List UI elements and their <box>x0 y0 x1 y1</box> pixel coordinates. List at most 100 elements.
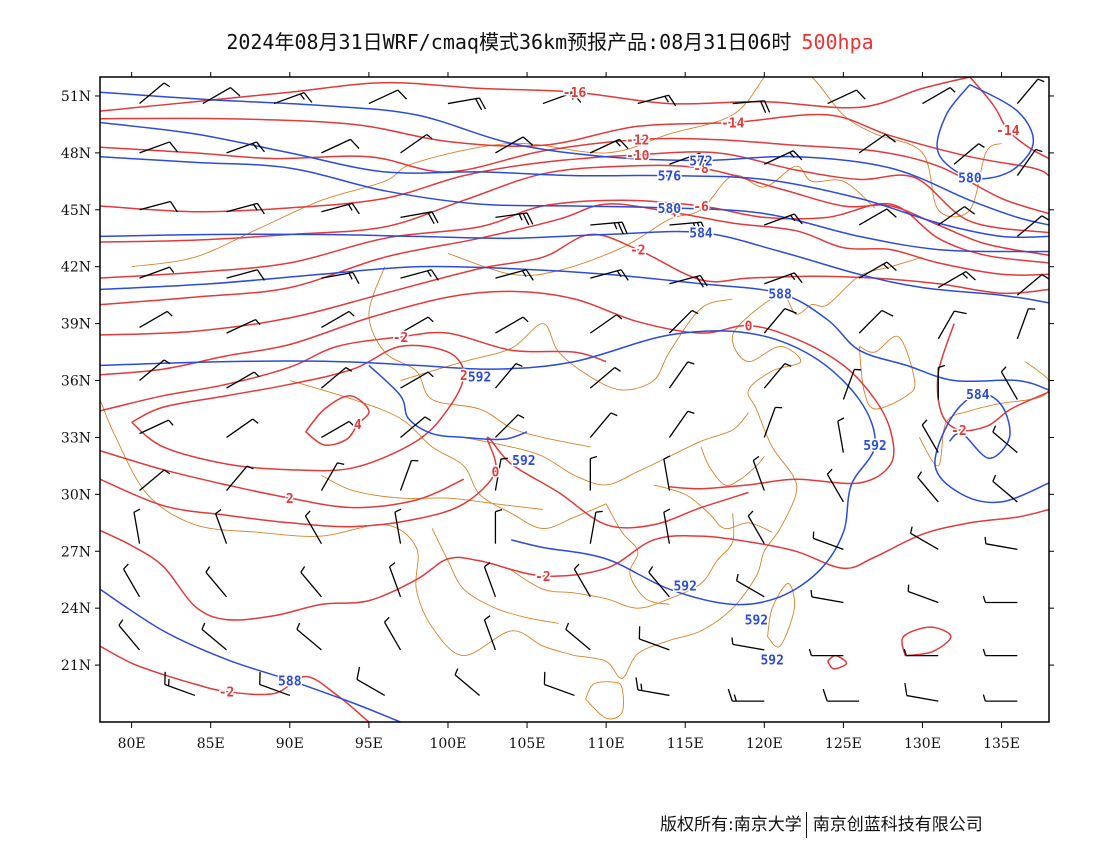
boundary-line <box>431 528 559 624</box>
wind-barb <box>304 510 322 545</box>
wind-barb <box>273 92 313 105</box>
temperature-contour-label: 0 <box>492 466 500 481</box>
wind-barb <box>921 419 939 453</box>
lon-tick-label: 95E <box>355 736 383 752</box>
lon-tick-label: 125E <box>825 736 862 752</box>
copyright-footer: 版权所有:南京大学 南京创蓝科技有限公司 <box>660 810 983 838</box>
wind-barb <box>118 619 141 651</box>
temperature-contour-line <box>100 331 607 412</box>
wind-barb <box>139 266 175 279</box>
wind-barb <box>1016 148 1043 177</box>
lon-tick-label: 135E <box>983 736 1020 752</box>
wind-barb <box>164 671 196 697</box>
wind-barb <box>139 82 171 105</box>
wind-barb <box>1016 274 1049 296</box>
wind-barb <box>400 269 439 281</box>
wind-barb <box>732 100 771 113</box>
wind-barb <box>139 469 171 492</box>
wind-barb <box>590 269 629 281</box>
wind-barb <box>139 310 173 328</box>
wind-barb <box>858 208 897 226</box>
lon-tick-label: 130E <box>904 736 941 752</box>
wind-barb <box>494 363 523 389</box>
boundary-line <box>918 361 1049 467</box>
height-contour-label: 584 <box>966 388 990 403</box>
wind-barb <box>226 318 261 334</box>
boundary-line <box>700 446 765 486</box>
temperature-contour-label: -2 <box>951 424 967 439</box>
wind-barb <box>909 526 939 550</box>
temperature-contour-label: -4 <box>662 206 678 221</box>
wind-barb <box>494 414 525 438</box>
temperature-contour-label: -14 <box>996 124 1020 139</box>
temperature-contour-line <box>826 654 848 670</box>
lat-tick-label: 24N <box>61 601 91 617</box>
height-contour-label: 592 <box>760 653 783 668</box>
wind-barb <box>494 457 508 491</box>
wind-barb <box>1016 215 1049 237</box>
height-contour-line <box>934 392 1049 504</box>
wind-barb <box>982 595 1018 604</box>
wind-barb <box>731 637 765 651</box>
temperature-contour-label: 2 <box>286 492 294 507</box>
wind-barb <box>648 566 670 598</box>
temperature-contour-line <box>100 77 971 112</box>
boundary-line <box>574 256 923 679</box>
height-contour-line <box>100 91 1049 226</box>
height-contour-label: 592 <box>863 439 886 454</box>
wind-barb <box>495 269 534 281</box>
lat-tick-label: 48N <box>61 146 91 162</box>
wind-barb <box>764 213 803 226</box>
wind-barb <box>483 562 497 598</box>
height-contour-label: 592 <box>673 579 696 594</box>
wind-barb <box>663 508 671 544</box>
temperature-contour-label: -6 <box>693 200 709 215</box>
temperature-contour-line <box>100 449 465 509</box>
wind-barb <box>214 508 228 544</box>
boundary-line <box>585 681 624 720</box>
wind-barb <box>202 86 241 105</box>
province-boundaries <box>100 77 1049 720</box>
wind-barb <box>320 462 345 491</box>
wind-barb <box>764 272 803 285</box>
wind-barb <box>937 271 976 289</box>
wind-barb <box>992 425 1018 454</box>
height-contour-line <box>100 121 1049 239</box>
temperature-contour-line <box>100 436 749 529</box>
footer-divider <box>805 812 807 838</box>
wind-barb <box>937 364 946 400</box>
height-contour-label: 588 <box>768 287 792 302</box>
wind-barb <box>763 363 792 389</box>
wind-barb <box>589 314 623 334</box>
lon-tick-label: 80E <box>118 736 146 752</box>
temperature-contour-line <box>100 113 1049 177</box>
wind-barb <box>635 677 670 697</box>
wind-barb <box>992 474 1018 503</box>
wind-barb <box>565 622 591 651</box>
height-contour-label: 576 <box>658 170 682 185</box>
wind-barb <box>226 418 259 438</box>
lat-tick-label: 39N <box>61 317 91 333</box>
wind-barb <box>858 309 894 334</box>
wind-barb <box>904 682 939 702</box>
temperature-contour-line <box>100 151 1049 234</box>
boundary-line <box>400 298 733 391</box>
temperature-contour-line <box>100 645 370 722</box>
wind-barb <box>735 573 765 598</box>
lat-tick-label: 42N <box>61 260 91 276</box>
temperature-contour-label: -14 <box>721 117 745 132</box>
map-axes: 51N 48N 45N 42N 39N 36N 33N 30N 27N 24N 21N 80E 85E 9… <box>61 72 1054 752</box>
wind-barb <box>669 152 708 166</box>
wind-barb <box>226 269 265 281</box>
map-title: 2024年08月31日WRF/cmaq模式36km预报产品:08月31日06时 5… <box>0 26 1100 55</box>
wind-barb <box>982 648 1018 657</box>
wind-barb <box>483 615 497 651</box>
wind-barb <box>454 668 481 696</box>
height-contour-line <box>100 230 1049 304</box>
wind-barb <box>589 455 598 491</box>
lat-tick-label: 30N <box>61 487 91 503</box>
lat-tick-label: 33N <box>61 430 91 446</box>
height-contour-line <box>100 330 876 606</box>
temperature-contour-line <box>100 233 1049 336</box>
